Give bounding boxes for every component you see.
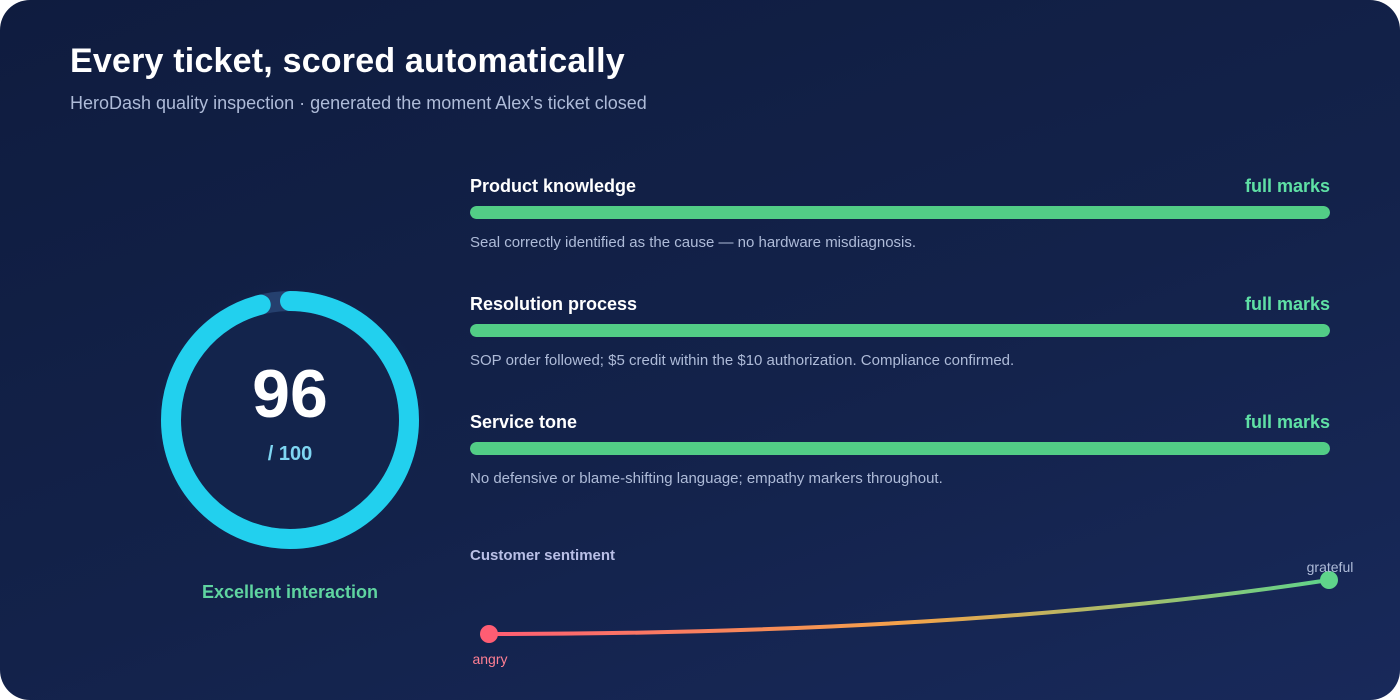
criterion-bar-track [470,442,1330,455]
page-subtitle: HeroDash quality inspection · generated … [70,93,647,113]
criterion-note: No defensive or blame-shifting language;… [470,470,943,487]
score-max: / 100 [267,443,313,465]
gauge-progress-arc [161,291,419,549]
score-gauge: 96 / 100 [150,280,430,560]
sentiment-end-dot [1320,571,1338,589]
criterion-bar-fill [470,206,1330,219]
score-value: 96 [252,356,328,432]
sentiment-label: Customer sentiment [470,547,616,564]
sentiment-end-label: grateful [1307,559,1354,575]
criterion-note: SOP order followed; $5 credit within the… [470,352,1015,369]
criterion-resolution-process: Resolution process full marks SOP order … [470,294,1330,384]
interaction-verdict: Excellent interaction [201,582,379,602]
sentiment-start-dot [480,625,498,643]
criterion-note: Seal correctly identified as the cause —… [470,234,917,251]
criterion-bar-fill [470,324,1330,337]
criterion-product-knowledge: Product knowledge full marks Seal correc… [470,176,1330,266]
criterion-name: Service tone [470,412,578,432]
criterion-bar-fill [470,442,1330,455]
page-title: Every ticket, scored automatically [70,42,625,80]
criterion-name: Product knowledge [470,176,637,196]
sentiment-start-label: angry [472,651,507,667]
criterion-verdict: full marks [1244,412,1330,432]
criterion-verdict: full marks [1244,176,1330,196]
criterion-name: Resolution process [470,294,638,314]
sentiment-curve [487,578,1331,636]
sentiment-curve-chart: angry grateful [472,559,1354,667]
criterion-verdict: full marks [1244,294,1330,314]
criterion-service-tone: Service tone full marks No defensive or … [470,412,1330,502]
criterion-bar-track [470,206,1330,219]
criterion-bar-track [470,324,1330,337]
